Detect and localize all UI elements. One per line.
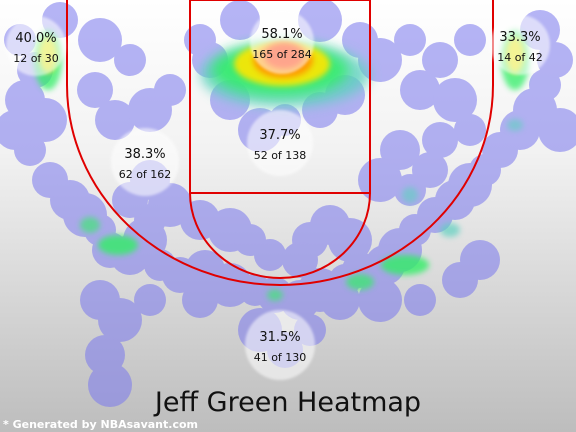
zone-made-attempts: 52 of 138 <box>254 149 307 162</box>
three-point-arc <box>66 84 494 286</box>
zone-percentage: 33.3% <box>499 30 540 45</box>
shot-hotspot <box>98 235 138 255</box>
shot-hotspot <box>267 289 283 301</box>
shot-glow-dot <box>182 282 218 318</box>
zone-bubble <box>111 128 179 196</box>
zone-made-attempts: 62 of 162 <box>119 168 172 181</box>
shot-glow-dot <box>460 240 500 280</box>
shot-glow-dot <box>220 0 260 40</box>
zone-right-corner-three: 33.3% 14 of 42 <box>490 15 550 75</box>
chart-title: Jeff Green Heatmap <box>153 387 421 418</box>
zone-made-attempts: 165 of 284 <box>252 48 312 61</box>
zone-percentage: 58.1% <box>261 27 302 42</box>
shot-glow-dot <box>412 152 448 188</box>
shot-glow-dot <box>0 110 35 150</box>
shot-glow-dot <box>282 242 318 278</box>
shot-hotspot <box>440 223 460 237</box>
zone-bubble <box>245 310 315 380</box>
shot-glow-dot <box>134 284 166 316</box>
zone-bubble <box>250 10 314 74</box>
shot-glow-dot <box>380 130 420 170</box>
shot-glow-dot <box>454 24 486 56</box>
zone-bubble <box>247 110 313 176</box>
zone-left-midrange: 38.3% 62 of 162 <box>111 128 179 196</box>
shot-glow-dot <box>422 122 458 158</box>
zone-bubble <box>6 16 66 76</box>
shot-glow-dot <box>400 70 440 110</box>
zone-percentage: 37.7% <box>259 128 300 143</box>
shot-glow-dot <box>88 363 132 407</box>
shot-glow-dot <box>342 22 378 58</box>
zone-restricted-area: 58.1% 165 of 284 <box>250 10 314 74</box>
zone-bubble <box>490 15 550 75</box>
shot-glow-dot <box>77 72 113 108</box>
shot-glow-dot <box>154 74 186 106</box>
zone-made-attempts: 12 of 30 <box>13 52 59 65</box>
shot-glow-dot <box>78 18 122 62</box>
shot-hotspot <box>507 119 523 131</box>
shot-glow-dot <box>454 114 486 146</box>
shot-glow-dot <box>433 78 477 122</box>
credit-label: * Generated by NBAsavant.com <box>3 418 198 431</box>
paint-box <box>189 0 371 194</box>
free-throw-arc <box>189 192 371 279</box>
zone-left-corner-three: 40.0% 12 of 30 <box>6 16 66 76</box>
shot-glow-dot <box>95 100 135 140</box>
zone-percentage: 31.5% <box>259 330 300 345</box>
zone-percentage: 38.3% <box>124 147 165 162</box>
shot-glow-dot <box>538 108 576 152</box>
zone-paint-non-ra: 37.7% 52 of 138 <box>247 110 313 176</box>
shot-hotspot <box>381 255 429 275</box>
shot-glow-dot <box>328 218 372 262</box>
shot-glow-dot <box>114 44 146 76</box>
shot-hotspot <box>80 217 100 233</box>
shot-hotspot <box>346 274 374 290</box>
zone-above-break-three: 31.5% 41 of 130 <box>245 310 315 380</box>
zone-made-attempts: 41 of 130 <box>254 351 307 364</box>
zone-percentage: 40.0% <box>15 31 56 46</box>
shot-glow-dot <box>358 278 402 322</box>
shot-density-layer <box>0 0 576 407</box>
shot-glow-dot <box>320 280 360 320</box>
shot-glow-dot <box>254 239 286 271</box>
shot-glow-dot <box>394 24 426 56</box>
shot-hotspot <box>402 187 418 203</box>
shot-glow-dot <box>184 24 216 56</box>
shot-glow-dot <box>98 298 142 342</box>
zone-made-attempts: 14 of 42 <box>497 51 543 64</box>
shot-glow-dot <box>422 42 458 78</box>
shot-glow-dot <box>404 284 436 316</box>
zone-bubbles: 40.0% 12 of 30 58.1% 165 of 284 33.3% 14 of 4… <box>6 10 550 380</box>
